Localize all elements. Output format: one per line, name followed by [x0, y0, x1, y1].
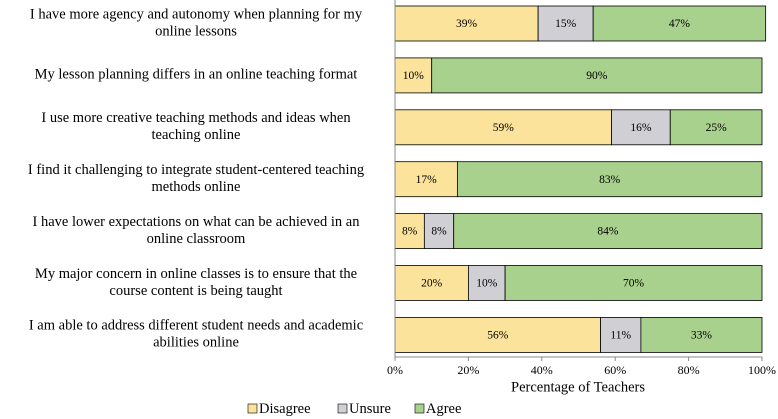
data-label: 8%	[431, 226, 447, 238]
data-label: 20%	[421, 278, 443, 290]
category-label: I find it challenging to integrate stude…	[28, 162, 364, 178]
data-label: 33%	[691, 330, 713, 342]
category-label: My lesson planning differs in an online …	[35, 67, 358, 83]
data-label: 90%	[586, 70, 608, 82]
bar-segment	[456, 161, 763, 198]
data-label: 17%	[416, 174, 438, 186]
data-label: 47%	[669, 18, 691, 30]
category-label: I have lower expectations on what can be…	[33, 214, 361, 230]
data-label: 25%	[706, 122, 728, 134]
legend-swatch	[247, 403, 258, 414]
legend-swatch	[414, 403, 425, 414]
x-tick-label: 20%	[457, 363, 479, 377]
category-label: online lessons	[155, 23, 237, 39]
legend-label: Unsure	[349, 401, 391, 417]
bar-segment	[423, 213, 455, 250]
data-label: 16%	[630, 122, 652, 134]
data-label: 59%	[493, 122, 515, 134]
data-label: 56%	[487, 330, 509, 342]
bar-segment	[669, 109, 763, 146]
data-label: 84%	[597, 226, 619, 238]
bar-segment	[394, 5, 539, 42]
data-label: 11%	[610, 330, 631, 342]
data-label: 15%	[555, 18, 577, 30]
x-tick-label: 100%	[748, 363, 776, 377]
bar-segment	[504, 265, 763, 301]
data-label: 70%	[623, 278, 645, 290]
bar-segment	[592, 5, 767, 42]
category-label: course content is being taught	[109, 283, 282, 299]
category-label: teaching online	[152, 127, 241, 143]
bar-segment	[394, 109, 612, 146]
bar-segment	[431, 57, 763, 94]
category-label: methods online	[151, 179, 240, 195]
bar-segment	[640, 316, 763, 353]
category-label: I am able to address different student n…	[29, 318, 363, 334]
bar-segment	[537, 5, 594, 42]
x-tick-label: 40%	[531, 363, 553, 377]
data-label: 10%	[476, 278, 498, 290]
data-label: 10%	[403, 70, 425, 82]
legend-swatch	[337, 403, 348, 414]
category-label: online classroom	[147, 231, 246, 247]
x-axis-label: Percentage of Teachers	[511, 379, 645, 395]
bar-segment	[394, 265, 469, 301]
category-label: abilities online	[153, 335, 239, 351]
category-label: I use more creative teaching methods and…	[41, 110, 351, 126]
legend-label: Agree	[426, 401, 461, 417]
x-tick-label: 60%	[604, 363, 626, 377]
data-label: 8%	[402, 226, 418, 238]
bar-segment	[611, 109, 671, 146]
legend-label: Disagree	[259, 401, 311, 417]
data-label: 39%	[456, 18, 478, 30]
x-tick-label: 0%	[387, 363, 403, 377]
category-label: I have more agency and autonomy when pla…	[30, 6, 363, 22]
bar-segment	[453, 213, 763, 250]
data-label: 83%	[599, 174, 621, 186]
category-label: My major concern in online classes is to…	[35, 266, 357, 282]
x-tick-label: 80%	[678, 363, 700, 377]
bar-segment	[600, 316, 642, 353]
